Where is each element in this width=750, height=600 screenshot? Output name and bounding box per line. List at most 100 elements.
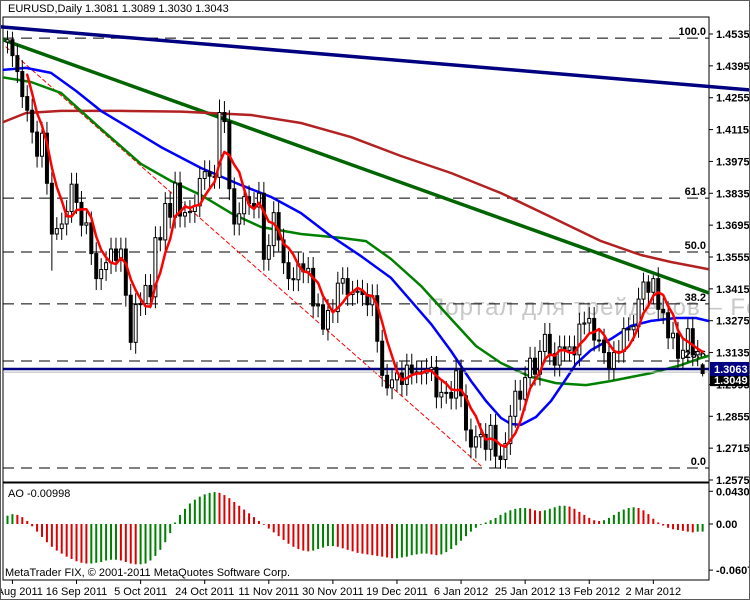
candle-body (202, 171, 207, 179)
price-axis-label: 1.4535 (716, 29, 750, 41)
candle-body (286, 262, 291, 280)
candle-body (30, 109, 35, 133)
price-axis-label: 1.3555 (716, 252, 750, 264)
date-axis-label: 5 Oct 2011 (114, 586, 167, 598)
current-price-badge (710, 361, 749, 376)
candle-body (695, 350, 700, 356)
candle-body (355, 290, 360, 293)
candle-body (518, 390, 523, 400)
candle-body (380, 340, 385, 376)
candle-body (99, 269, 104, 280)
candle-body (291, 278, 296, 281)
mid-ma (3, 66, 709, 427)
slowest-ma (3, 109, 709, 271)
candle-body (533, 357, 538, 375)
candle-body (483, 433, 488, 450)
candle-body (651, 278, 656, 293)
ao-pane[interactable] (2, 482, 710, 581)
candle-body (148, 284, 153, 298)
candle-body (89, 222, 94, 255)
candle-body (602, 339, 607, 354)
candle-body (631, 325, 636, 331)
candle-body (345, 278, 350, 296)
candle-body (20, 71, 25, 98)
price-axis-label: 1.2855 (716, 411, 750, 423)
broker-watermark: Портал для трейдеров – ForTrader.ru (427, 294, 749, 321)
candle-body (311, 267, 316, 307)
candle-body (168, 203, 173, 218)
candle-body (449, 391, 454, 399)
candle-body (316, 304, 321, 307)
date-axis-label: 2 Mar 2012 (626, 586, 682, 598)
fib-level-label: 0.0 (691, 456, 706, 468)
ao-axis-label: -0.0607 (716, 565, 750, 577)
candle-body (217, 112, 222, 178)
candle-body (473, 436, 478, 448)
date-axis-label: 25 Jan 2012 (495, 586, 556, 598)
candle-body (59, 223, 64, 230)
candle-body (444, 391, 449, 394)
candle-body (74, 183, 79, 203)
candle-body (528, 357, 533, 379)
candle-body (35, 131, 40, 157)
candle-body (503, 443, 508, 461)
candle-body (454, 370, 459, 399)
slow-ma (3, 76, 709, 387)
candle-body (173, 182, 178, 218)
candle-body (700, 364, 705, 375)
candle-body (335, 282, 340, 313)
candle-body (25, 96, 30, 111)
candle-body (390, 379, 395, 389)
candle-body (281, 239, 286, 264)
candle-body (187, 210, 192, 214)
candle-body (113, 248, 118, 261)
candle-body (64, 210, 69, 225)
candle-body (523, 377, 528, 400)
candle-body (409, 364, 414, 374)
date-axis-label: 6 Jan 2012 (434, 586, 488, 598)
candle-body (261, 192, 266, 260)
candle-body (459, 370, 464, 397)
candle-body (40, 132, 45, 157)
price-axis-label: 1.3275 (716, 316, 750, 328)
candle-body (163, 203, 168, 241)
candle-body (508, 415, 513, 445)
candle-body (271, 212, 276, 247)
candle-body (69, 183, 74, 212)
fib-level-label: 61.8 (685, 186, 706, 198)
candle-body (79, 201, 84, 226)
price-axis-label: 1.2575 (716, 475, 750, 487)
candle-body (94, 253, 99, 280)
candle-body (143, 284, 148, 305)
candle-body (626, 328, 631, 331)
candle-body (266, 245, 271, 260)
candle-body (468, 429, 473, 448)
candle-body (680, 349, 685, 359)
candle-body (547, 333, 552, 355)
price-axis-label: 1.3835 (716, 188, 750, 200)
candle-body (666, 312, 671, 339)
candle-body (621, 328, 626, 352)
candle-body (138, 303, 143, 306)
ao-axis-label: 0.04303 (716, 486, 750, 498)
main-chart-pane[interactable] (2, 16, 710, 483)
price-axis-label: 1.3415 (716, 284, 750, 296)
ao-indicator-label: AO -0.00998 (8, 488, 71, 500)
current-price-badge-text: 1.3063 (714, 364, 748, 376)
candle-body (44, 132, 49, 184)
price-axis-label: 1.2715 (716, 443, 750, 455)
candle-body (478, 433, 483, 438)
candle-body (661, 308, 666, 314)
fib-level-label: 100.0 (678, 26, 706, 38)
candle-body (513, 390, 518, 417)
candle-body (321, 304, 326, 330)
bid-price-badge-text: 1.3049 (714, 375, 748, 387)
trendline-main-downtrend (3, 37, 709, 295)
price-axis-label: 1.4255 (716, 93, 750, 105)
date-axis-label: 30 Nov 2011 (302, 586, 364, 598)
fast-ma (25, 73, 704, 449)
candle-body (542, 333, 547, 352)
date-axis-label: 16 Sep 2011 (46, 586, 108, 598)
candle-body (597, 339, 602, 342)
